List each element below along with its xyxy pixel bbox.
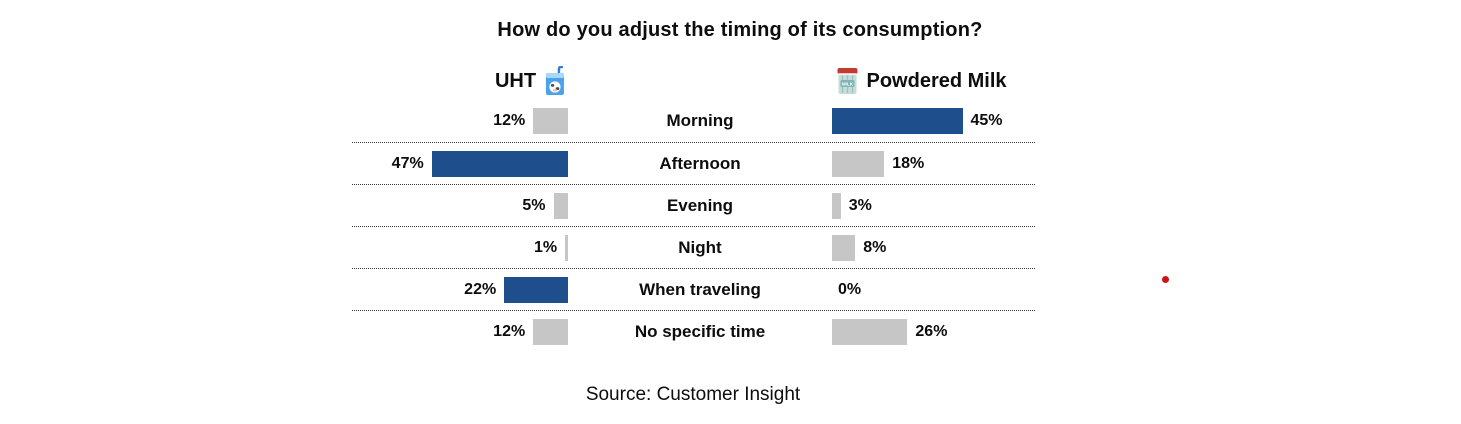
category-label: When traveling xyxy=(639,279,761,299)
svg-text:MILK: MILK xyxy=(842,81,854,86)
butterfly-chart: 12% Morning 45% 47% Afternoon 18% 5% Evening 3% 1… xyxy=(352,100,1035,352)
uht-series-header: UHT xyxy=(495,66,567,96)
uht-bar xyxy=(565,234,568,261)
uht-bar xyxy=(504,276,568,303)
powdered-bar-cell: 18% xyxy=(832,143,1035,184)
uht-value-label: 12% xyxy=(493,322,526,340)
chart-row: 12% No specific time 26% xyxy=(352,310,1035,352)
powdered-header-label: Powdered Milk xyxy=(866,69,1007,92)
powdered-bar-cell: 3% xyxy=(832,185,1035,226)
category-label: No specific time xyxy=(634,321,766,341)
uht-value-label: 12% xyxy=(493,112,526,129)
milk-can-icon: MILK xyxy=(835,66,859,96)
milk-carton-icon xyxy=(543,66,567,96)
powdered-bar xyxy=(832,150,885,177)
powdered-bar xyxy=(832,108,963,134)
powdered-bar-cell: 26% xyxy=(832,311,1035,352)
chart-row: 47% Afternoon 18% xyxy=(352,142,1035,184)
uht-bar xyxy=(533,318,568,345)
powdered-value-label: 18% xyxy=(892,154,925,172)
uht-bar xyxy=(431,150,568,177)
category-label: Morning xyxy=(666,111,734,130)
category-label: Night xyxy=(678,237,722,257)
red-dot xyxy=(1162,276,1169,283)
chart-row: 5% Evening 3% xyxy=(352,184,1035,226)
chart-title: How do you adjust the timing of its cons… xyxy=(497,19,983,41)
uht-bar-cell: 47% xyxy=(352,143,568,184)
powdered-bar-cell: 0% xyxy=(832,269,1035,310)
powdered-value-label: 45% xyxy=(970,112,1003,129)
powdered-series-header: MILK Powdered Milk xyxy=(835,66,1007,96)
uht-bar-cell: 22% xyxy=(352,269,568,310)
category-label: Evening xyxy=(666,195,734,215)
powdered-bar xyxy=(832,234,856,261)
uht-value-label: 1% xyxy=(533,238,558,256)
uht-bar-cell: 1% xyxy=(352,227,568,268)
uht-bar xyxy=(553,192,568,219)
chart-row: 1% Night 8% xyxy=(352,226,1035,268)
uht-bar-cell: 5% xyxy=(352,185,568,226)
chart-row: 22% When traveling 0% xyxy=(352,268,1035,310)
uht-bar-cell: 12% xyxy=(352,100,568,142)
powdered-value-label: 0% xyxy=(838,280,862,298)
uht-value-label: 22% xyxy=(464,280,497,298)
uht-header-label: UHT xyxy=(494,69,537,92)
uht-bar-cell: 12% xyxy=(352,311,568,352)
category-label: Afternoon xyxy=(659,153,741,173)
source-caption: Source: Customer Insight xyxy=(585,384,801,405)
powdered-value-label: 26% xyxy=(915,322,948,340)
powdered-bar xyxy=(832,192,841,219)
powdered-bar-cell: 45% xyxy=(832,100,1035,142)
chart-row: 12% Morning 45% xyxy=(352,100,1035,142)
powdered-bar-cell: 8% xyxy=(832,227,1035,268)
uht-bar xyxy=(533,108,568,134)
powdered-value-label: 3% xyxy=(848,196,872,214)
uht-value-label: 5% xyxy=(522,196,546,214)
powdered-value-label: 8% xyxy=(863,238,887,256)
uht-value-label: 47% xyxy=(391,154,424,172)
powdered-bar xyxy=(832,318,908,345)
